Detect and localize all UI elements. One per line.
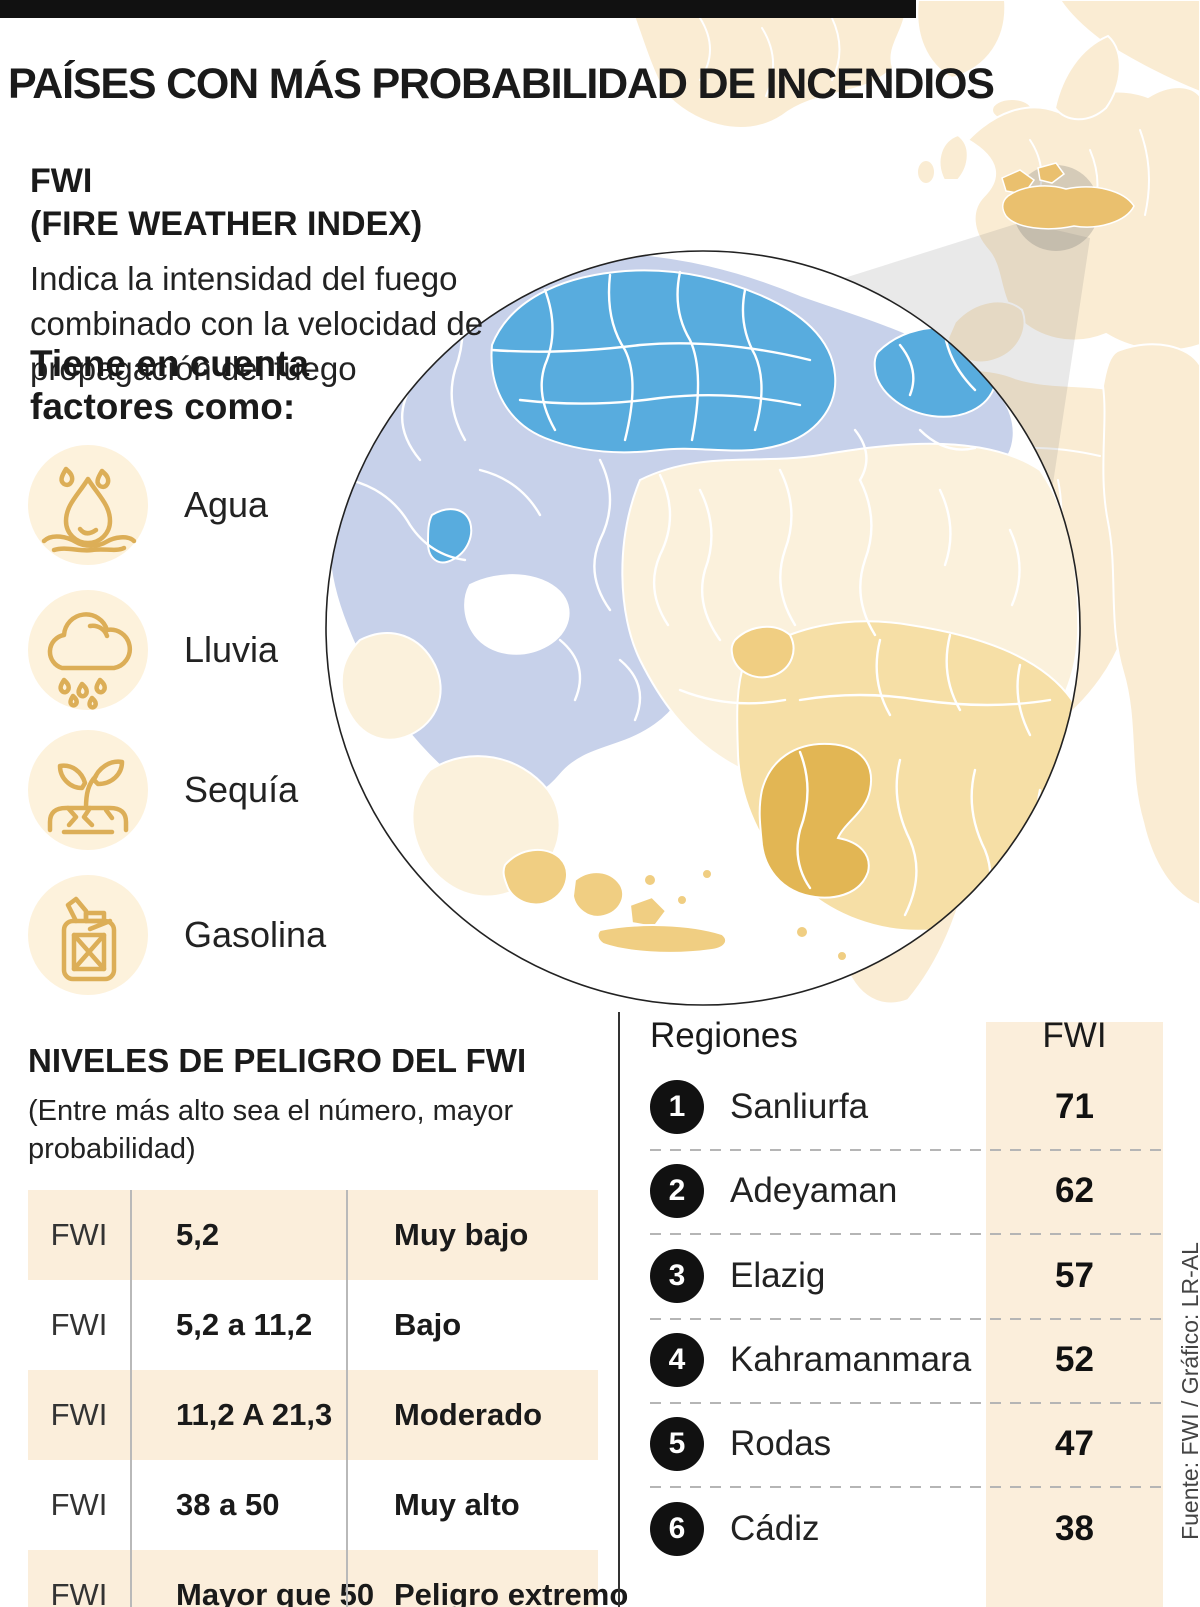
fwi-range: Mayor que 50 [176,1577,375,1607]
water-drop-icon [28,445,148,565]
factor-item-sequia: Sequía [28,730,458,850]
region-fwi-value: 47 [1055,1424,1094,1463]
table-row: FWI 38 a 50 Muy alto [28,1460,598,1550]
table-row: FWI Mayor que 50 Peligro extremo [28,1550,628,1607]
region-row: 5 Rodas 47 [650,1408,1163,1480]
region-name: Cádiz [730,1509,820,1548]
table-column-divider [346,1190,348,1607]
danger-levels-subtitle: (Entre más alto sea el número, mayor pro… [28,1095,514,1165]
fwi-heading-line1: FWI [30,162,93,200]
fwi-range: 11,2 A 21,3 [176,1397,333,1432]
sprout-icon [28,730,148,850]
region-row: 6 Cádiz 38 [650,1493,1163,1565]
region-map [328,251,1080,991]
table-row: FWI 11,2 A 21,3 Moderado [28,1370,598,1460]
factor-item-lluvia: Lluvia [28,590,458,710]
row-separator [650,1402,1163,1404]
rank-badge: 6 [650,1502,704,1556]
rank-badge: 5 [650,1417,704,1471]
region-fwi-value: 38 [1055,1509,1094,1548]
rain-cloud-icon [28,590,148,710]
tables-divider [618,1012,620,1607]
fwi-description: Indica la intensidad del fuego combinado… [30,260,484,387]
region-name: Elazig [730,1256,826,1295]
row-separator [650,1318,1163,1320]
region-name: Adeyaman [730,1171,898,1210]
fwi-column-strip [986,1022,1163,1607]
region-fwi-value: 71 [1055,1087,1094,1126]
table-row: FWI 5,2 Muy bajo [28,1190,598,1280]
region-row: 4 Kahramanmara 52 [650,1324,1163,1396]
region-row: 2 Adeyaman 62 [650,1155,1163,1227]
minimap-turkey-highlight [1001,162,1135,230]
fwi-index-label: FWI [50,1307,108,1342]
factors-heading: Tiene en cuenta factores como: [30,343,309,427]
region-name: Rodas [730,1424,832,1463]
fwi-index-label: FWI [50,1217,108,1252]
factor-item-agua: Agua [28,445,458,565]
region-row: 3 Elazig 57 [650,1240,1163,1312]
fwi-level: Moderado [394,1397,543,1432]
factor-label: Sequía [184,769,299,810]
fwi-heading: FWI (FIRE WEATHER INDEX) [30,160,422,246]
fwi-range: 38 a 50 [176,1487,280,1522]
row-separator [650,1233,1163,1235]
region-fwi-value: 57 [1055,1256,1094,1295]
page-title: PAÍSES CON MÁS PROBABILIDAD DE INCENDIOS [8,60,995,108]
factor-label: Lluvia [184,629,279,670]
fwi-heading-line2: (FIRE WEATHER INDEX) [30,205,423,243]
fwi-index-label: FWI [50,1397,108,1432]
region-name: Kahramanmara [730,1340,972,1379]
fwi-column-header: FWI [1042,1016,1107,1055]
fwi-level: Muy bajo [394,1217,529,1252]
fwi-index-label: FWI [50,1577,108,1607]
factor-label: Agua [184,484,269,525]
table-column-divider [130,1190,132,1607]
region-fwi-value: 52 [1055,1340,1094,1379]
region-fwi-value: 62 [1055,1171,1094,1210]
fuel-can-icon [28,875,148,995]
fwi-level: Muy alto [394,1487,520,1522]
regions-column-header: Regiones [650,1016,798,1055]
map-lens-outline [325,250,1081,1006]
rank-badge: 1 [650,1080,704,1134]
row-separator [650,1149,1163,1151]
danger-levels-title: NIVELES DE PELIGRO DEL FWI [28,1042,527,1079]
rank-badge: 4 [650,1333,704,1387]
rank-badge: 2 [650,1164,704,1218]
fwi-range: 5,2 a 11,2 [176,1307,313,1342]
fwi-index-label: FWI [50,1487,108,1522]
fwi-range: 5,2 [176,1217,220,1252]
region-row: 1 Sanliurfa 71 [650,1071,1163,1143]
factor-label: Gasolina [184,914,327,955]
title-accent-bar [0,0,916,18]
source-credit: Fuente: FWI / Gráfico: LR-AL [1177,1242,1200,1540]
fwi-level: Bajo [394,1307,462,1342]
rank-badge: 3 [650,1249,704,1303]
fwi-level: Peligro extremo [394,1577,629,1607]
table-row: FWI 5,2 a 11,2 Bajo [28,1280,598,1370]
row-separator [650,1486,1163,1488]
region-name: Sanliurfa [730,1087,869,1126]
factor-item-gasolina: Gasolina [28,875,458,995]
